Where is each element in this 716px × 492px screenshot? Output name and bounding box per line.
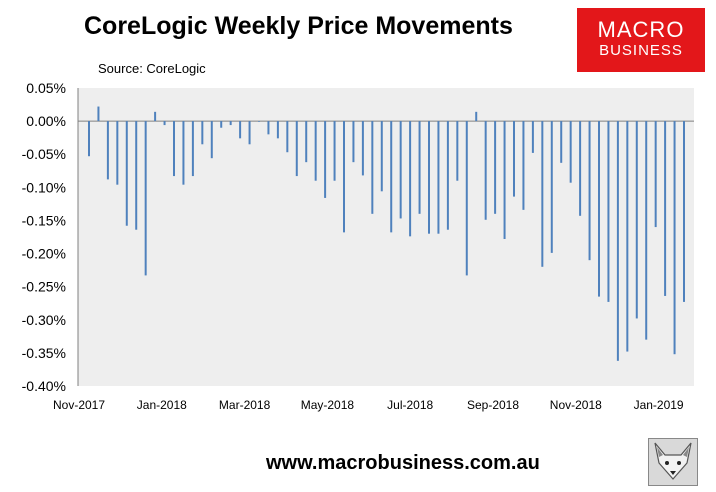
- bar: [380, 121, 383, 192]
- y-tick-label: 0.00%: [26, 113, 66, 129]
- bar: [361, 121, 364, 176]
- bar: [258, 121, 260, 122]
- bar: [276, 121, 279, 139]
- bar: [352, 121, 355, 163]
- y-tick-label: -0.10%: [22, 179, 66, 195]
- macro-business-logo: MACRO BUSINESS: [577, 8, 705, 72]
- bar: [607, 121, 610, 302]
- bar: [229, 121, 232, 126]
- bar: [645, 121, 648, 340]
- bar-series: [88, 106, 685, 361]
- x-tick-label: Jul-2018: [387, 398, 433, 412]
- bar: [390, 121, 393, 233]
- bar: [409, 121, 412, 237]
- x-tick-label: Nov-2017: [53, 398, 105, 412]
- bar: [125, 121, 128, 226]
- bar: [324, 121, 327, 198]
- bar: [626, 121, 629, 352]
- bar: [305, 121, 308, 163]
- bar: [88, 121, 90, 157]
- bar: [343, 121, 345, 233]
- bar: [683, 121, 685, 302]
- bar: [579, 121, 582, 216]
- bar-chart: 0.05% 0.00% -0.05% -0.10% -0.15% -0.20% -0.25%…: [22, 80, 694, 412]
- bar: [484, 121, 487, 220]
- bar: [182, 121, 185, 185]
- bar: [295, 121, 298, 177]
- bar: [531, 121, 534, 153]
- bar: [399, 121, 402, 219]
- bar: [314, 121, 317, 181]
- bar: [210, 121, 213, 159]
- footer-url: www.macrobusiness.com.au: [266, 452, 540, 474]
- bar: [616, 121, 619, 361]
- x-tick-label: Jan-2018: [137, 398, 187, 412]
- bar: [437, 121, 440, 234]
- bar: [333, 121, 336, 181]
- bar: [541, 121, 544, 267]
- chart-source: Source: CoreLogic: [98, 61, 206, 76]
- x-tick-label: Nov-2018: [550, 398, 602, 412]
- y-tick-label: -0.40%: [22, 378, 66, 394]
- fox-mascot-icon: [648, 438, 698, 486]
- bar: [635, 121, 638, 319]
- bar: [569, 121, 572, 183]
- y-tick-label: -0.15%: [22, 212, 66, 228]
- plot-area: [78, 88, 694, 386]
- bar: [267, 121, 270, 135]
- y-axis-ticks: 0.05% 0.00% -0.05% -0.10% -0.15% -0.20% -0.25%…: [22, 80, 66, 394]
- bar: [97, 106, 100, 122]
- bar: [201, 121, 204, 145]
- bar: [513, 121, 515, 197]
- y-tick-label: -0.30%: [22, 312, 66, 328]
- bar: [446, 121, 449, 230]
- bar: [475, 111, 478, 122]
- bar: [248, 121, 251, 145]
- chart-title: CoreLogic Weekly Price Movements: [84, 12, 513, 40]
- bar: [173, 121, 175, 177]
- bar: [191, 121, 194, 177]
- bar: [144, 121, 147, 276]
- bar: [135, 121, 138, 230]
- bar: [560, 121, 563, 163]
- y-tick-label: -0.20%: [22, 246, 66, 262]
- bar: [106, 121, 109, 180]
- bar: [154, 111, 157, 122]
- logo-line-2: BUSINESS: [599, 42, 683, 59]
- bar: [598, 121, 600, 297]
- x-tick-label: Jan-2019: [634, 398, 684, 412]
- bar: [494, 121, 497, 214]
- bar: [465, 121, 468, 276]
- x-axis-ticks: Nov-2017 Jan-2018 Mar-2018 May-2018 Jul-2018…: [53, 398, 684, 412]
- x-tick-label: Mar-2018: [219, 398, 271, 412]
- bar: [418, 121, 421, 214]
- bar: [428, 121, 430, 234]
- bar: [673, 121, 676, 355]
- bar: [220, 121, 223, 128]
- bar: [116, 121, 119, 185]
- bar: [456, 121, 459, 181]
- logo-line-1: MACRO: [597, 17, 685, 42]
- y-tick-label: -0.35%: [22, 345, 66, 361]
- bar: [371, 121, 374, 214]
- bar: [550, 121, 553, 253]
- y-tick-label: 0.05%: [26, 80, 66, 96]
- bar: [503, 121, 506, 239]
- bar: [286, 121, 289, 153]
- bar: [588, 121, 591, 261]
- x-tick-label: Sep-2018: [467, 398, 519, 412]
- bar: [654, 121, 657, 228]
- bar: [522, 121, 525, 210]
- y-tick-label: -0.05%: [22, 146, 66, 162]
- bar: [239, 121, 242, 139]
- y-tick-label: -0.25%: [22, 279, 66, 295]
- bar: [664, 121, 667, 296]
- x-tick-label: May-2018: [301, 398, 355, 412]
- bar: [163, 121, 166, 126]
